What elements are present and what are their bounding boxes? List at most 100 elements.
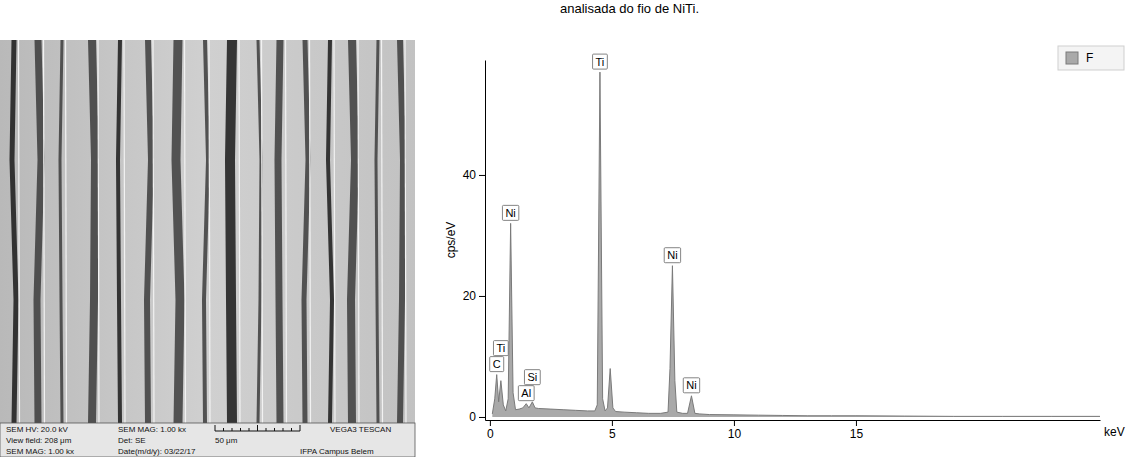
sem-info-text: Det: SE (118, 436, 146, 445)
sem-info-text: Date(m/d/y): 03/22/17 (118, 447, 196, 456)
sem-grooves (12, 40, 406, 423)
peak-label-box (518, 386, 534, 401)
peak-label-text: Al (521, 387, 531, 399)
y-tick-mark (479, 417, 485, 418)
y-axis-title: cps/eV (444, 222, 458, 259)
sem-groove (351, 40, 355, 423)
sem-groove (176, 40, 180, 423)
spectrum-area (492, 72, 1100, 417)
sem-info-text: View field: 208 μm (6, 436, 72, 445)
peak-label: Ti (493, 341, 508, 356)
peak-label: Ni (502, 205, 518, 220)
sem-groove (304, 40, 308, 423)
peak-label-text: C (493, 358, 501, 370)
x-tick: 10 (728, 420, 742, 441)
sem-info-text: SEM HV: 20.0 kV (6, 425, 69, 434)
sem-groove (60, 40, 62, 423)
scale-tick (215, 425, 216, 431)
sem-groove (258, 40, 261, 423)
peak-label-text: Ti (496, 342, 505, 354)
sem-groove (12, 40, 16, 423)
x-tick: 5 (609, 420, 616, 441)
sem-ridge (334, 40, 335, 423)
peak-label: C (490, 357, 504, 372)
sem-ridge (358, 40, 359, 423)
y-tick-label: 0 (469, 410, 476, 424)
sem-ridge (382, 40, 383, 423)
scale-tick (291, 428, 292, 431)
scale-tick (300, 425, 301, 431)
y-tick-label: 20 (463, 289, 477, 303)
peak-label-box (683, 378, 699, 393)
scale-tick (283, 428, 284, 431)
y-tick-label: 40 (463, 168, 477, 182)
sem-ridge (153, 40, 154, 423)
sem-ridge (286, 40, 287, 423)
legend-swatch (1066, 52, 1078, 64)
peak-label-text: Ni (667, 249, 677, 261)
x-axis-line (486, 420, 1101, 421)
chart: 0 5 10 15 0 20 40 keV cps/eV C Ti Ni Al Si Ti Ni Ni F (444, 46, 1125, 441)
x-tick-mark (490, 420, 491, 426)
sem-ridge (185, 40, 186, 423)
x-tick-mark (612, 420, 613, 426)
caption: analisada do fio de NiTi. (560, 1, 699, 16)
x-axis-title: keV (1104, 425, 1125, 439)
peak-label-text: Ti (596, 56, 605, 68)
figure: analisada do fio de NiTi. SEM HV: 20.0 kV… (0, 0, 1134, 457)
x-tick-label: 15 (850, 427, 864, 441)
sem-image (0, 40, 415, 423)
x-tick-label: 10 (728, 427, 742, 441)
peak-label-box (493, 341, 508, 356)
peak-label-box (524, 370, 540, 385)
scale-tick (274, 428, 275, 431)
sem-ridge (124, 40, 125, 423)
plot-area (492, 72, 1100, 417)
sem-groove (147, 40, 151, 423)
x-tick: 0 (487, 420, 494, 441)
y-tick: 20 (463, 289, 485, 303)
peak-label-box (664, 248, 680, 263)
legend-label: F (1086, 51, 1093, 65)
sem-info-text: SEM MAG: 1.00 kx (118, 425, 186, 434)
peak-label: Ti (593, 54, 608, 69)
sem-ridge (405, 40, 406, 423)
sem-ridge (310, 40, 311, 423)
peak-label: Si (524, 370, 540, 385)
sem-ridge (262, 40, 263, 423)
x-tick-mark (734, 420, 735, 426)
spectrum-line (492, 72, 1100, 416)
y-tick: 0 (469, 410, 485, 424)
peak-label-box (593, 54, 608, 69)
sem-info-text: 50 μm (215, 436, 238, 445)
scale-tick (223, 428, 224, 431)
sem-groove (376, 40, 378, 423)
sem-groove (278, 40, 280, 423)
sem-groove (92, 40, 95, 423)
sem-ridge (66, 40, 67, 423)
scale-tick (266, 428, 267, 431)
x-axis: 0 5 10 15 (486, 420, 1101, 441)
peak-label-box (502, 205, 518, 220)
y-tick-mark (479, 296, 485, 297)
sem-groove (37, 40, 41, 423)
peak-label: Ni (664, 248, 680, 263)
sem-ridge (239, 40, 240, 423)
scale-tick (257, 425, 258, 431)
sem-scale-bar (215, 425, 300, 431)
legend: F (1058, 46, 1124, 70)
peak-label-box (490, 357, 504, 372)
sem-info-text: SEM MAG: 1.00 kx (6, 447, 74, 456)
peak-label: Al (518, 386, 534, 401)
sem-groove (400, 40, 403, 423)
sem-groove (328, 40, 332, 423)
sem-info-text: VEGA3 TESCAN (330, 425, 391, 434)
sem-groove (118, 40, 120, 423)
peak-label-text: Ni (686, 379, 696, 391)
legend-box (1058, 46, 1124, 70)
sem-info-bar (0, 423, 415, 457)
peak-label-text: Ni (505, 207, 515, 219)
scale-tick (232, 428, 233, 431)
scale-tick (240, 428, 241, 431)
sem-info-text: IFPA Campus Belem (300, 447, 374, 456)
